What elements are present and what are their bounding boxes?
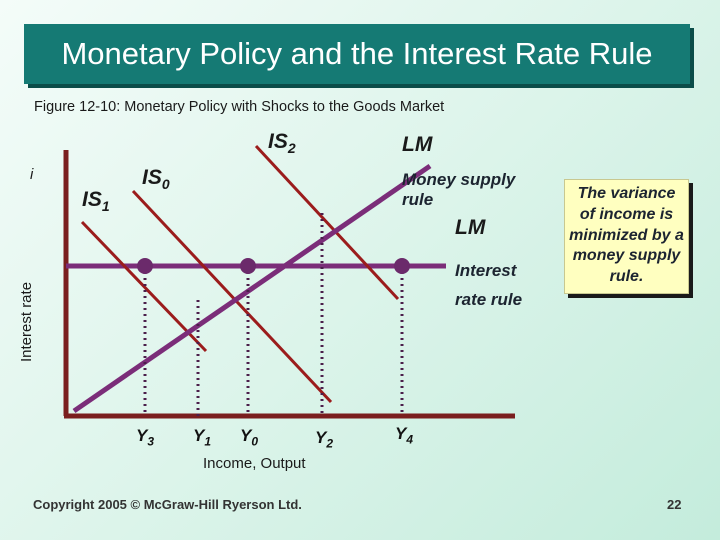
lm-mid-label: LM bbox=[455, 216, 486, 239]
title-bar: Monetary Policy and the Interest Rate Ru… bbox=[24, 24, 690, 84]
slide-title: Monetary Policy and the Interest Rate Ru… bbox=[61, 36, 653, 71]
is2-label: IS2 bbox=[268, 130, 296, 157]
is0-curve bbox=[131, 189, 333, 404]
lm-money-supply-rule-curve bbox=[72, 163, 432, 414]
tick-y2: Y2 bbox=[315, 428, 334, 451]
tick-y3: Y3 bbox=[136, 426, 155, 449]
money-supply-rule-annotation: Money supply rule bbox=[402, 170, 516, 209]
point-y3 bbox=[137, 258, 153, 274]
copyright: Copyright 2005 © McGraw-Hill Ryerson Ltd… bbox=[33, 497, 302, 512]
tick-y1: Y1 bbox=[193, 426, 212, 449]
tick-y4: Y4 bbox=[395, 424, 414, 447]
y-axis-label: Interest rate bbox=[18, 281, 35, 362]
point-y0 bbox=[240, 258, 256, 274]
point-y4 bbox=[394, 258, 410, 274]
variance-note: The variance of income is minimized by a… bbox=[564, 179, 689, 294]
y-axis-symbol: i bbox=[30, 166, 34, 183]
tick-y0: Y0 bbox=[240, 426, 259, 449]
x-axis-label: Income, Output bbox=[203, 455, 306, 472]
is2-curve bbox=[254, 144, 400, 301]
figure-caption: Figure 12-10: Monetary Policy with Shock… bbox=[34, 99, 445, 115]
is1-label: IS1 bbox=[82, 188, 110, 215]
is1-curve bbox=[80, 220, 208, 353]
page-number: 22 bbox=[667, 497, 682, 512]
is0-label: IS0 bbox=[142, 166, 170, 193]
lm-top-label: LM bbox=[402, 133, 433, 156]
interest-rate-rule-annotation: Interest rate rule bbox=[455, 261, 523, 309]
